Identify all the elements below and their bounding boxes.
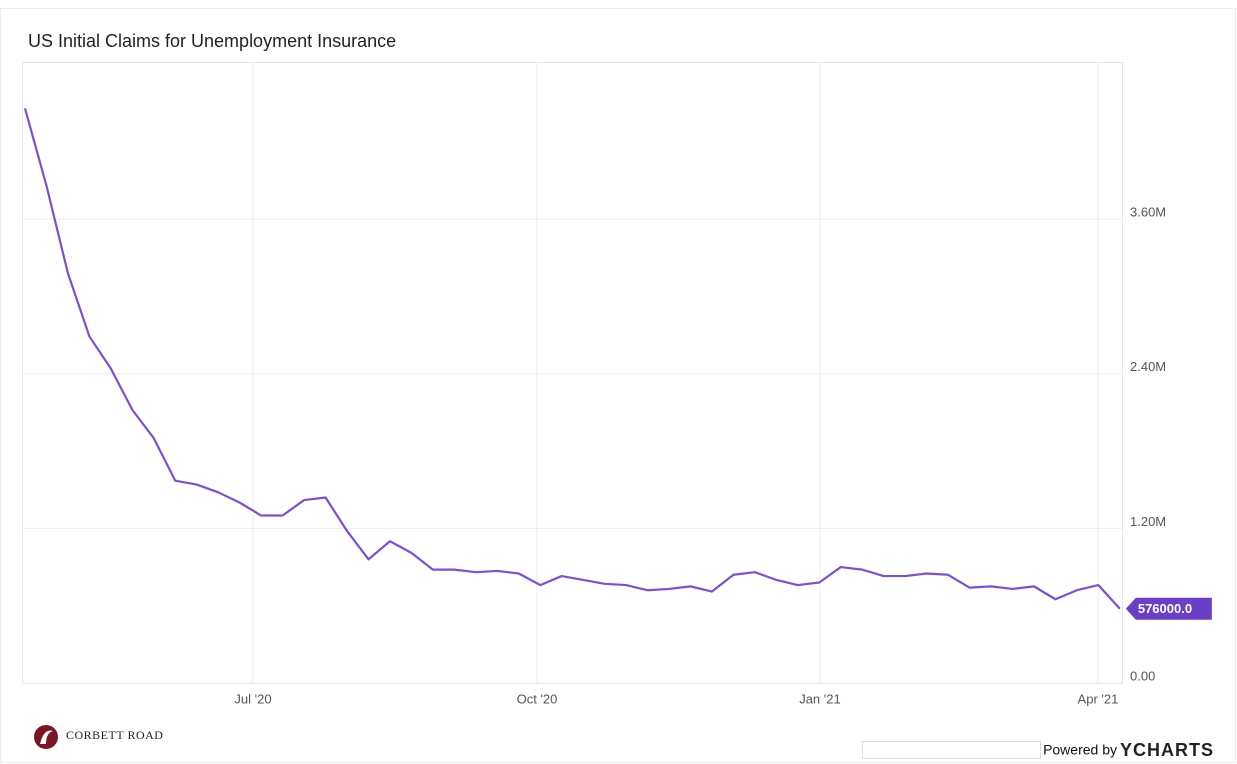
y-tick-label: 1.20M — [1130, 514, 1166, 529]
value-label: 576000.0 — [1138, 601, 1192, 616]
x-tick-label: Oct '20 — [517, 691, 558, 706]
x-tick-label: Apr '21 — [1078, 691, 1119, 706]
logo: CORBETT ROAD — [34, 725, 163, 749]
frame — [0, 8, 1236, 763]
series-line — [23, 108, 1121, 610]
footer-box — [862, 741, 1041, 759]
x-tick-label: Jul '20 — [234, 691, 271, 706]
brand: YCHARTS — [1120, 740, 1214, 760]
chart-title: US Initial Claims for Unemployment Insur… — [28, 31, 396, 51]
y-tick-label: 0.00 — [1130, 668, 1155, 683]
x-tick-label: Jan '21 — [799, 691, 841, 706]
y-tick-label: 2.40M — [1130, 359, 1166, 374]
value-label-bg — [1125, 597, 1212, 620]
logo-text: CORBETT ROAD — [66, 728, 163, 742]
logo-swirl — [40, 730, 53, 744]
credit: Powered by — [1043, 742, 1117, 758]
y-tick-label: 3.60M — [1130, 205, 1166, 220]
